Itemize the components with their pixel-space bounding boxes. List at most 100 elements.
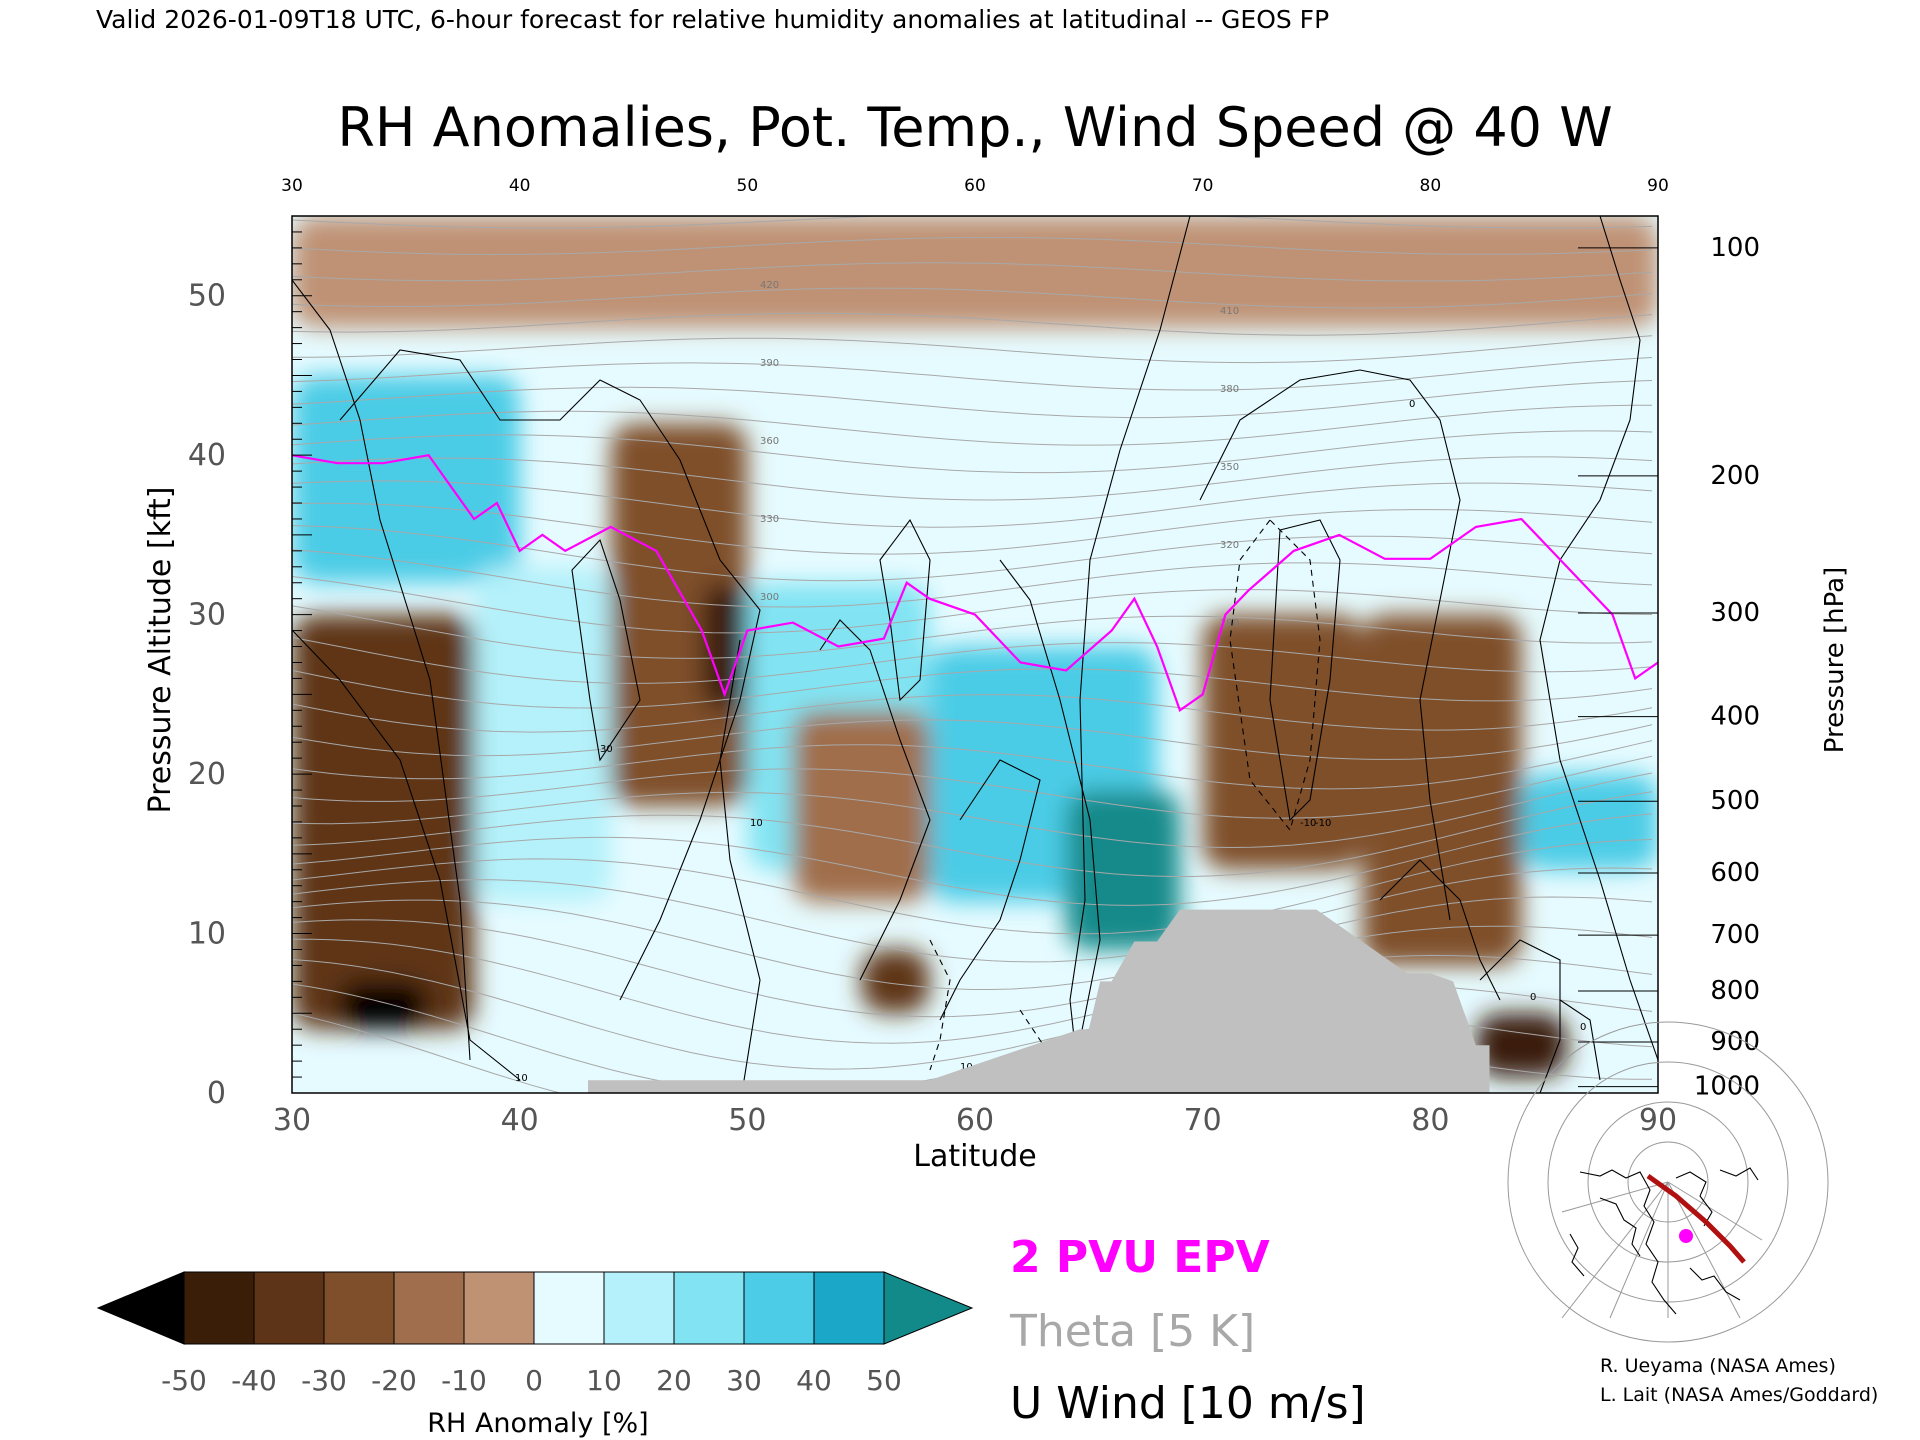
x-tick-label: 80 [1411, 1103, 1449, 1138]
wind-contour [1559, 999, 1601, 1081]
colorbar-tick-label: 0 [525, 1364, 543, 1397]
map-graticule [1507, 1021, 1829, 1343]
theta-label: 360 [760, 436, 779, 447]
theta-contour [292, 430, 1653, 474]
x-tick-label: 40 [501, 1103, 539, 1138]
wind-label: 10 [960, 1062, 973, 1073]
pressure-tick-label: 200 [1710, 461, 1760, 491]
x-ticks-top: 30 40 50 60 70 80 90 [281, 176, 1669, 196]
colorbar-tick-label: 20 [656, 1364, 692, 1397]
credit-line-1: R. Ueyama (NASA Ames) [1600, 1355, 1836, 1377]
colorbar-over-arrow [883, 1271, 974, 1345]
rh-region [861, 949, 930, 1014]
theta-contour [292, 772, 1653, 849]
colorbar-swatch [743, 1271, 815, 1345]
theta-label: 320 [1220, 540, 1239, 551]
epv-2pvu-line [292, 453, 1658, 713]
y-tick-label: 30 [188, 598, 226, 633]
rh-region [337, 981, 429, 1030]
theta-label: 410 [1220, 306, 1239, 317]
x-tick-label: 60 [956, 1103, 994, 1138]
rh-region [1521, 774, 1658, 870]
theta-contour [292, 287, 1653, 309]
rh-region [474, 566, 611, 902]
theta-contour [292, 896, 1653, 990]
y-tick-label: 0 [207, 1076, 226, 1111]
theta-label: 390 [760, 358, 779, 369]
rh-region [292, 375, 520, 583]
wind-contour [339, 349, 761, 1001]
plot-area: 4204104003903803703603503403303203103002… [292, 216, 1699, 1093]
wind-contour [1069, 216, 1191, 1093]
wind-label: 0 [1530, 992, 1536, 1003]
plot-frame [291, 215, 1659, 1094]
pressure-ticks-right: 100 200 300 400 500 600 700 800 900 1000 [1578, 233, 1760, 1102]
x-axis-label: Latitude [913, 1139, 1036, 1174]
theta-contour [292, 813, 1653, 906]
map-coastlines [1569, 1167, 1759, 1315]
x-tick-top: 60 [964, 176, 986, 196]
pressure-tick-label: 400 [1710, 702, 1760, 732]
colorbar-swatch [183, 1271, 255, 1345]
theta-contour [292, 480, 1653, 528]
colorbar-label: RH Anomaly [%] [427, 1408, 648, 1439]
wind-contour [292, 629, 521, 1081]
wind-label: 10 [750, 818, 763, 829]
colorbar-tick-label: 30 [726, 1364, 762, 1397]
wind-contour [719, 639, 761, 1093]
pressure-tick-label: 900 [1710, 1027, 1760, 1057]
theta-contour [292, 357, 1653, 391]
theta-contour [292, 867, 1653, 963]
theta-contour [292, 668, 1653, 709]
wind-contour [292, 279, 471, 1061]
colorbar-tick-label: 10 [586, 1364, 622, 1397]
colorbar-swatch [673, 1271, 745, 1345]
x-tick-top: 80 [1420, 176, 1442, 196]
wind-contour [1479, 939, 1561, 1093]
wind-label: 10 [515, 1073, 528, 1084]
y-tick-label: 10 [188, 917, 226, 952]
theta-contour [292, 404, 1652, 446]
x-tick-top: 90 [1647, 176, 1669, 196]
rh-region [610, 423, 748, 806]
x-ticks-bottom: 30 40 50 60 70 80 90 [273, 1103, 1677, 1138]
x-tick-top: 30 [281, 176, 303, 196]
wind-label: -10 [1300, 818, 1316, 829]
legend-item: 2 PVU EPV [1010, 1232, 1270, 1283]
x-tick-top: 40 [509, 176, 531, 196]
wind-label: 0 [1580, 1022, 1586, 1033]
theta-label: 380 [1220, 384, 1239, 395]
pressure-tick-label: 700 [1710, 920, 1760, 950]
colorbar-tick-label: -50 [161, 1364, 207, 1397]
wind-contour [1199, 369, 1461, 921]
theta-contour [292, 839, 1653, 935]
pressure-tick-label: 600 [1710, 858, 1760, 888]
theta-contour [292, 938, 1653, 1044]
theta-label: 400 [1680, 332, 1699, 343]
theta-contour [292, 262, 1653, 282]
theta-label: 370 [1680, 410, 1699, 421]
credit-line-2: L. Lait (NASA Ames/Goddard) [1600, 1384, 1878, 1406]
location-map [1507, 1021, 1829, 1343]
rh-region [1475, 1013, 1567, 1078]
chart-title: RH Anomalies, Pot. Temp., Wind Speed @ 4… [337, 96, 1612, 159]
colorbar-tick-label: 40 [796, 1364, 832, 1397]
map-cross-section-line [1646, 1173, 1746, 1264]
rh-region [701, 582, 748, 711]
colorbar-swatch [603, 1271, 675, 1345]
pressure-tick-label: 800 [1710, 976, 1760, 1006]
colorbar-swatch [813, 1271, 885, 1345]
colorbar-tick-label: 50 [866, 1364, 902, 1397]
colorbar-swatch [323, 1271, 395, 1345]
y-tick-label: 40 [188, 438, 226, 473]
wind-contour [939, 759, 1041, 1021]
colorbar-swatch [253, 1271, 325, 1345]
colorbar-tick-label: -20 [371, 1364, 417, 1397]
colorbar-swatch [393, 1271, 465, 1345]
wind-contour [1269, 519, 1341, 822]
theta-label: 420 [760, 280, 779, 291]
pressure-tick-label: 500 [1710, 786, 1760, 816]
rh-region [292, 216, 1658, 328]
rh-region [1066, 790, 1180, 950]
